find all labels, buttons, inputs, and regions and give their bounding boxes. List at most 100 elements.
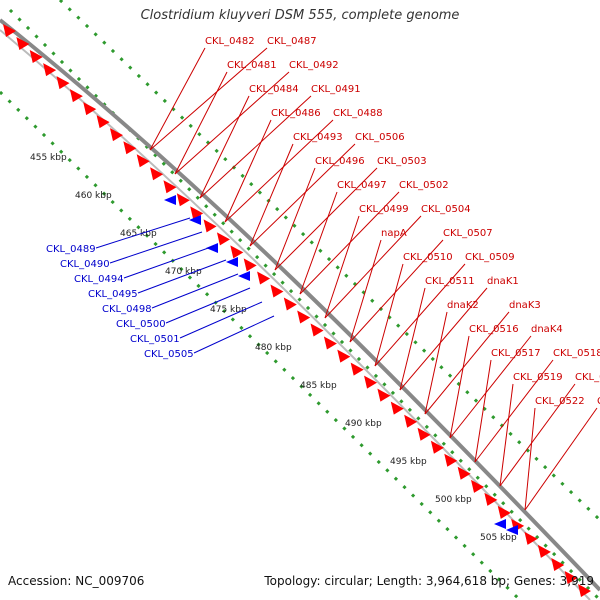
reverse-leader-line	[151, 273, 239, 309]
forward-gene-arrow	[444, 453, 458, 467]
reverse-gene-arrow	[494, 519, 506, 529]
forward-gene-arrow	[297, 310, 311, 324]
forward-gene-arrow	[497, 505, 511, 519]
forward-leader-line	[349, 239, 444, 343]
outer-ruler-2	[58, 0, 600, 522]
forward-gene-label: CKL_0520	[575, 372, 600, 383]
forward-gene-arrow	[417, 427, 431, 441]
forward-gene-arrow	[404, 414, 418, 428]
forward-gene-arrow	[524, 531, 538, 545]
reverse-gene-label: CKL_0500	[116, 319, 166, 330]
forward-leader-line	[374, 263, 404, 367]
reverse-gene-label: CKL_0489	[46, 244, 96, 255]
forward-leader-line	[174, 71, 290, 175]
forward-gene-arrow	[337, 349, 351, 363]
forward-gene-arrow	[150, 167, 164, 181]
forward-leader-line	[524, 407, 598, 511]
reverse-gene-label: CKL_0490	[60, 259, 110, 270]
scale-label: 475 kbp	[210, 305, 247, 315]
scale-label: 460 kbp	[75, 191, 112, 201]
scale-label: 470 kbp	[165, 267, 202, 277]
forward-leader-line	[474, 359, 492, 463]
forward-gene-label: CKL_0496	[315, 156, 365, 167]
forward-gene-label: CKL_0481	[227, 60, 277, 71]
scale-label: 495 kbp	[390, 457, 427, 467]
forward-gene-label: CKL_0502	[399, 180, 449, 191]
forward-leader-line	[499, 383, 576, 487]
scale-label: 485 kbp	[300, 381, 337, 391]
forward-gene-label: napA	[381, 228, 407, 239]
forward-gene-arrow	[43, 63, 57, 77]
forward-gene-label: CKL_0516	[469, 324, 519, 335]
forward-gene-arrow	[551, 557, 565, 571]
scale-label: 455 kbp	[30, 153, 67, 163]
forward-leader-line	[324, 215, 360, 319]
forward-leader-line	[424, 311, 448, 415]
forward-gene-arrow	[350, 362, 364, 376]
forward-leader-line	[199, 95, 250, 199]
forward-gene-arrow	[123, 141, 137, 155]
scale-label: 490 kbp	[345, 419, 382, 429]
accession-text: Accession: NC_009706	[8, 574, 145, 588]
forward-gene-arrow	[190, 206, 204, 220]
forward-gene-arrow	[323, 336, 337, 350]
forward-leader-line	[149, 47, 268, 151]
forward-gene-label: CKL_0511	[425, 276, 475, 287]
forward-leader-line	[374, 263, 466, 367]
forward-gene-label: dnaK3	[509, 300, 541, 311]
forward-gene-arrow	[83, 102, 97, 116]
forward-gene-arrow	[257, 271, 271, 285]
forward-gene-label: CKL_0499	[359, 204, 409, 215]
forward-gene-label: CKL_0497	[337, 180, 387, 191]
forward-leader-line	[249, 143, 356, 247]
forward-gene-arrow	[96, 115, 110, 129]
forward-gene-label: CKL_0507	[443, 228, 493, 239]
forward-gene-arrow	[29, 50, 43, 64]
forward-gene-label: CKL_0482	[205, 36, 255, 47]
forward-gene-label: CKL_0510	[403, 252, 453, 263]
forward-gene-arrow	[270, 284, 284, 298]
forward-gene-label: CKL_0522	[535, 396, 585, 407]
forward-leader-line	[299, 191, 338, 295]
reverse-gene-label: CKL_0494	[74, 274, 124, 285]
forward-gene-label: CKL_0503	[377, 156, 427, 167]
forward-leader-line	[149, 47, 206, 151]
forward-gene-arrow	[430, 440, 444, 454]
reverse-gene-label: CKL_0501	[130, 334, 180, 345]
forward-gene-label: CKL_0492	[289, 60, 339, 71]
forward-gene-arrow	[163, 180, 177, 194]
forward-gene-label: CKL_0506	[355, 132, 405, 143]
forward-gene-label: CKL_0504	[421, 204, 471, 215]
reverse-gene-label: CKL_0495	[88, 289, 138, 300]
forward-gene-arrow	[203, 219, 217, 233]
forward-leader-line	[499, 383, 514, 487]
forward-gene-label: dnaK4	[531, 324, 563, 335]
forward-gene-label: CKL_0493	[293, 132, 343, 143]
forward-gene-label: CKL_0518	[553, 348, 600, 359]
forward-leader-line	[449, 335, 470, 439]
forward-gene-arrow	[364, 375, 378, 389]
forward-gene-arrow	[457, 466, 471, 480]
genome-summary-text: Topology: circular; Length: 3,964,618 bp…	[264, 574, 594, 588]
reverse-gene-arrow	[164, 195, 176, 205]
forward-gene-arrow	[3, 24, 16, 37]
forward-leader-line	[449, 335, 532, 439]
forward-gene-label: CKL_0487	[267, 36, 317, 47]
forward-gene-arrow	[243, 258, 257, 272]
forward-gene-arrow	[16, 37, 30, 51]
forward-gene-arrow	[564, 570, 578, 584]
forward-gene-label: CKL_0517	[491, 348, 541, 359]
forward-leader-line	[274, 167, 378, 271]
forward-gene-arrow	[471, 479, 485, 493]
reverse-leader-line	[165, 287, 251, 324]
forward-leader-line	[524, 407, 536, 511]
forward-gene-arrow	[390, 401, 404, 415]
forward-leader-line	[224, 119, 334, 223]
forward-gene-label: CKL_0519	[513, 372, 563, 383]
reverse-leader-line	[179, 301, 263, 339]
forward-gene-arrow	[484, 492, 498, 506]
forward-gene-arrow	[69, 89, 83, 103]
reverse-gene-arrow	[506, 525, 518, 535]
forward-gene-arrow	[377, 388, 391, 402]
